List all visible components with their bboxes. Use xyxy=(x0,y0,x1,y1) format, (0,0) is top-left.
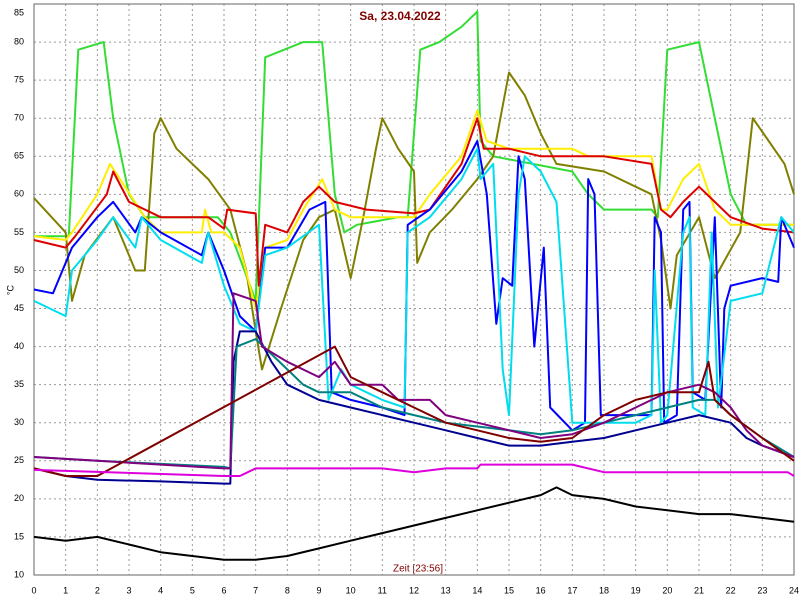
y-tick-label: 55 xyxy=(14,227,24,237)
y-tick-label: 40 xyxy=(14,341,24,351)
x-tick-label: 14 xyxy=(472,585,482,595)
x-tick-label: 8 xyxy=(285,585,290,595)
x-tick-label: 13 xyxy=(441,585,451,595)
x-tick-label: 21 xyxy=(694,585,704,595)
series-line xyxy=(33,330,795,485)
x-tick-label: 9 xyxy=(316,585,321,595)
series-line xyxy=(33,292,795,470)
x-tick-label: 3 xyxy=(126,585,131,595)
x-tick-label: 18 xyxy=(599,585,609,595)
x-tick-label: 6 xyxy=(221,585,226,595)
x-tick-label: 23 xyxy=(757,585,767,595)
y-tick-label: 20 xyxy=(14,493,24,503)
x-tick-label: 15 xyxy=(504,585,514,595)
x-tick-label: 20 xyxy=(662,585,672,595)
y-tick-label: 10 xyxy=(14,569,24,579)
y-tick-label: 80 xyxy=(14,36,24,46)
x-tick-label: 12 xyxy=(409,585,419,595)
x-tick-label: 0 xyxy=(31,585,36,595)
y-tick-label: 75 xyxy=(14,75,24,85)
x-tick-label: 17 xyxy=(567,585,577,595)
y-tick-label: 35 xyxy=(14,379,24,389)
x-tick-label: 22 xyxy=(726,585,736,595)
series-line xyxy=(33,117,795,287)
x-tick-label: 19 xyxy=(631,585,641,595)
x-tick-label: 10 xyxy=(346,585,356,595)
y-tick-label: 70 xyxy=(14,113,24,123)
x-tick-label: 2 xyxy=(95,585,100,595)
y-tick-label: 65 xyxy=(14,151,24,161)
x-tick-label: 7 xyxy=(253,585,258,595)
y-tick-label: 15 xyxy=(14,531,24,541)
x-tick-label: 4 xyxy=(158,585,163,595)
y-tick-label: 85 xyxy=(14,7,24,17)
series-line xyxy=(33,463,795,477)
y-axis-label: °C xyxy=(5,284,15,295)
series-line xyxy=(33,71,795,371)
y-tick-label: 30 xyxy=(14,417,24,427)
x-tick-label: 5 xyxy=(190,585,195,595)
x-axis-label: Zeit [23:56] xyxy=(393,564,443,575)
y-tick-label: 25 xyxy=(14,455,24,465)
y-tick-label: 60 xyxy=(14,189,24,199)
x-tick-label: 24 xyxy=(789,585,799,595)
y-tick-label: 50 xyxy=(14,265,24,275)
y-tick-label: 45 xyxy=(14,303,24,313)
x-tick-label: 16 xyxy=(536,585,546,595)
x-tick-label: 11 xyxy=(378,585,387,595)
series-line xyxy=(33,147,795,424)
x-tick-label: 1 xyxy=(63,585,68,595)
series-line xyxy=(33,486,795,561)
series-line xyxy=(33,345,795,477)
chart-title: Sa, 23.04.2022 xyxy=(359,9,441,23)
